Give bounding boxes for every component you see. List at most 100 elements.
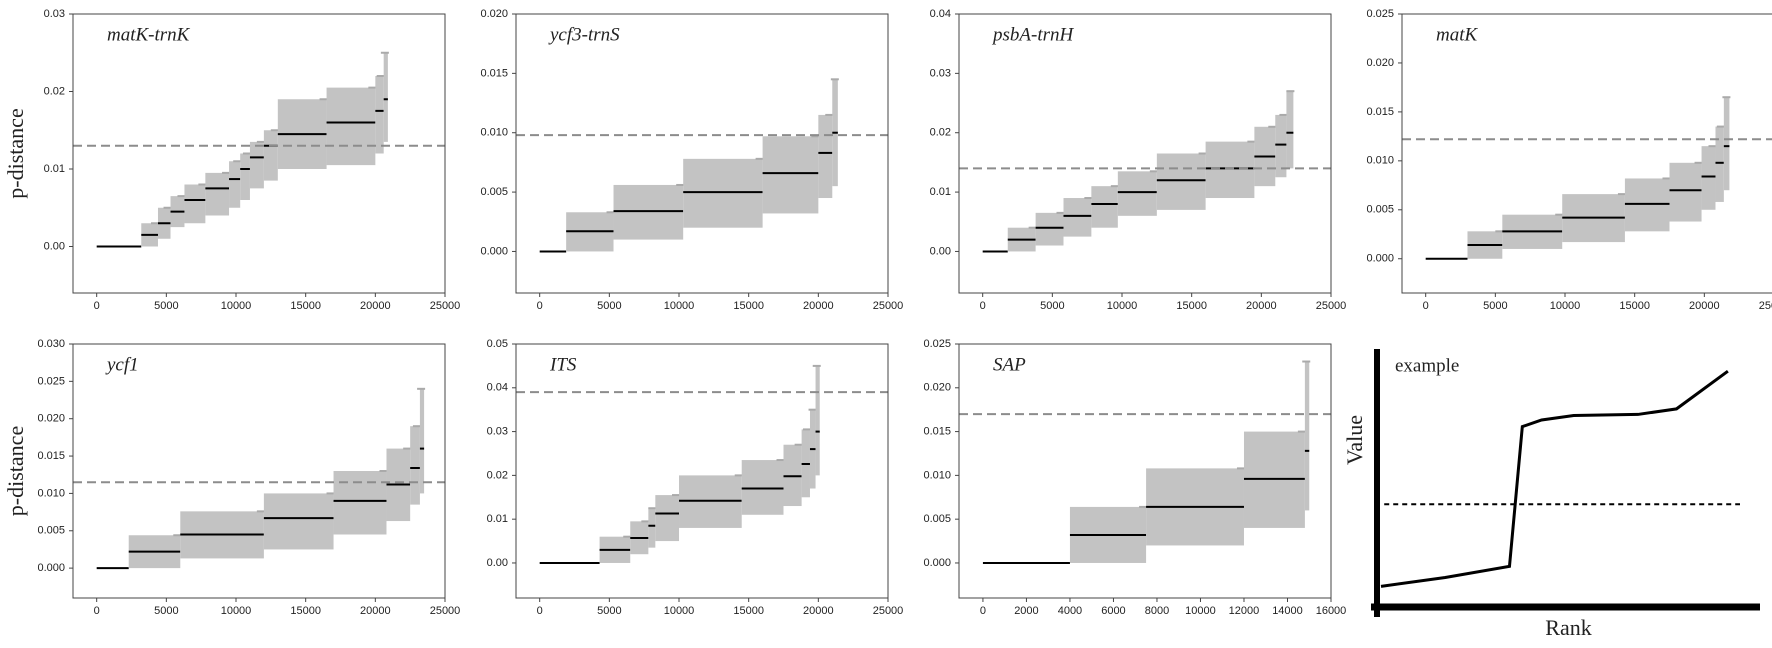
x-tick-label: 15000: [1619, 300, 1650, 312]
y-tick-label: 0.010: [1366, 155, 1394, 167]
range-box: [1156, 153, 1206, 210]
panel-title: ycf1: [105, 354, 139, 375]
range-box: [240, 153, 250, 200]
y-tick-label: 0.025: [923, 338, 951, 350]
range-box: [333, 471, 387, 535]
panel-title: ycf3-trnS: [548, 24, 620, 45]
x-tick-label: 10000: [664, 300, 695, 312]
x-tick-label: 5000: [1483, 300, 1507, 312]
y-axis-label: Value: [1342, 415, 1367, 465]
y-tick-label: 0.00: [44, 240, 65, 252]
x-tick-label: 20000: [1246, 300, 1277, 312]
y-tick-label: 0.000: [37, 562, 65, 574]
x-tick-label: 20000: [360, 300, 391, 312]
y-tick-label: 0.030: [37, 338, 65, 350]
range-box: [410, 426, 420, 505]
range-box: [1205, 141, 1255, 199]
x-tick-label: 25000: [430, 300, 461, 312]
x-tick-label: 8000: [1145, 605, 1169, 617]
x-tick-label: 12000: [1229, 605, 1260, 617]
y-tick-label: 0.015: [37, 450, 65, 462]
y-tick-label: 0.015: [1366, 106, 1394, 118]
panel-title: psbA-trnH: [991, 24, 1075, 45]
x-tick-label: 0: [1423, 300, 1429, 312]
y-tick-label: 0.020: [480, 8, 508, 20]
x-tick-label: 15000: [290, 300, 321, 312]
range-box: [1275, 114, 1287, 178]
panel-title: matK-trnK: [107, 24, 191, 45]
x-tick-label: 14000: [1272, 605, 1303, 617]
y-tick-label: 0.010: [923, 469, 951, 481]
x-tick-label: 25000: [873, 300, 904, 312]
x-tick-label: 25000: [873, 605, 904, 617]
range-box: [383, 52, 388, 142]
x-tick-label: 20000: [803, 605, 834, 617]
range-box: [762, 136, 819, 214]
panel-title: matK: [1436, 24, 1479, 45]
range-box: [419, 388, 425, 494]
range-box: [683, 158, 763, 228]
range-box: [229, 161, 241, 208]
x-tick-label: 5000: [154, 605, 178, 617]
panel-title: SAP: [993, 354, 1026, 375]
y-tick-label: 0.005: [480, 186, 508, 198]
y-tick-label: 0.005: [37, 525, 65, 537]
y-tick-label: 0.010: [480, 127, 508, 139]
y-tick-label: 0.01: [44, 163, 65, 175]
y-tick-label: 0.020: [37, 413, 65, 425]
range-box: [1117, 171, 1157, 216]
range-box: [613, 184, 684, 240]
y-tick-label: 0.015: [923, 425, 951, 437]
x-tick-label: 15000: [733, 605, 764, 617]
y-tick-label: 0.02: [44, 85, 65, 97]
plot-frame: [958, 13, 1332, 294]
y-tick-label: 0.03: [930, 67, 951, 79]
range-box: [375, 76, 384, 154]
range-box: [263, 130, 278, 181]
x-tick-label: 15000: [733, 300, 764, 312]
range-box: [1701, 146, 1716, 210]
x-tick-label: 25000: [1316, 300, 1347, 312]
y-tick-label: 0.020: [1366, 57, 1394, 69]
example-line: [1380, 369, 1729, 588]
x-tick-label: 2000: [1014, 605, 1038, 617]
x-tick-label: 0: [94, 300, 100, 312]
y-tick-label: 0.02: [487, 469, 508, 481]
plot-frame: [515, 13, 889, 294]
x-tick-label: 25000: [430, 605, 461, 617]
x-tick-label: 0: [537, 605, 543, 617]
range-box: [1669, 162, 1702, 222]
y-tick-label: 0.00: [930, 245, 951, 257]
range-box: [648, 508, 656, 548]
x-tick-label: 20000: [803, 300, 834, 312]
y-tick-label: 0.01: [930, 186, 951, 198]
y-tick-label: 0.005: [923, 513, 951, 525]
y-tick-label: 0.025: [1366, 8, 1394, 20]
y-tick-label: 0.010: [37, 487, 65, 499]
x-tick-label: 0: [537, 300, 543, 312]
range-box: [815, 365, 820, 476]
range-box: [741, 460, 784, 515]
x-tick-label: 10000: [221, 605, 252, 617]
y-tick-label: 0.020: [923, 382, 951, 394]
x-tick-label: 20000: [1689, 300, 1720, 312]
range-box: [655, 495, 680, 542]
range-box: [1286, 91, 1294, 169]
range-box: [205, 172, 230, 216]
y-tick-label: 0.01: [487, 513, 508, 525]
panel-title: example: [1395, 355, 1459, 376]
x-tick-label: 5000: [1040, 300, 1064, 312]
y-tick-label: 0.000: [480, 245, 508, 257]
panel-title: ITS: [549, 354, 577, 375]
x-tick-label: 5000: [597, 300, 621, 312]
range-box: [249, 141, 264, 189]
y-tick-label: 0.025: [37, 375, 65, 387]
y-tick-label: 0.000: [1366, 253, 1394, 265]
y-tick-label: 0.04: [487, 382, 508, 394]
y-axis-label: p-distance: [3, 108, 28, 198]
plot-frame: [72, 13, 446, 294]
y-tick-label: 0.04: [930, 8, 951, 20]
range-box: [1723, 97, 1730, 191]
x-tick-label: 15000: [1176, 300, 1207, 312]
range-box: [1035, 212, 1064, 246]
